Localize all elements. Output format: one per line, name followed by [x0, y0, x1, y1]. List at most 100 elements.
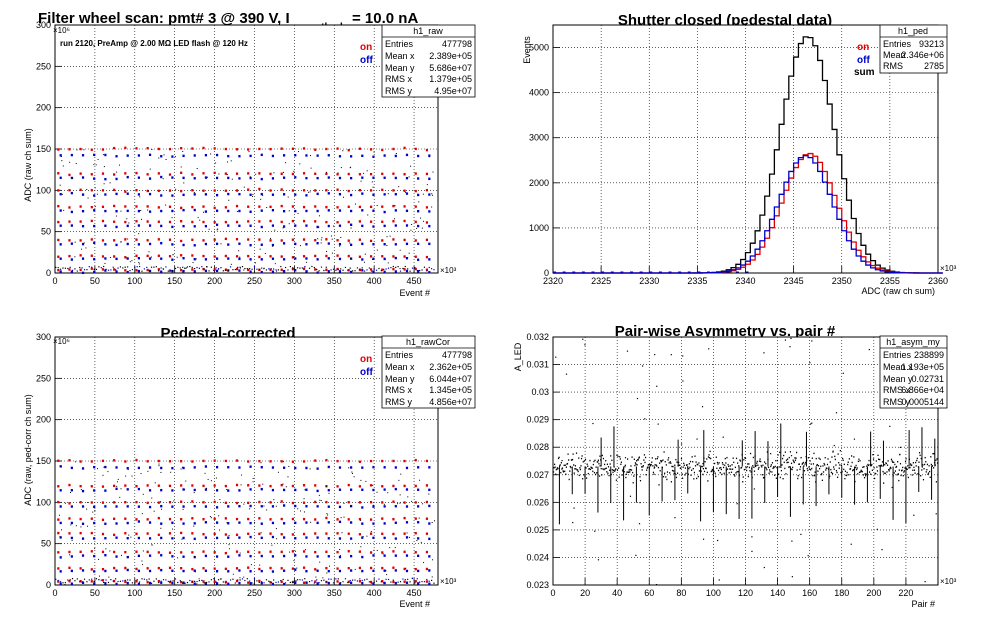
data-point	[895, 465, 898, 468]
data-point	[665, 476, 667, 478]
data-point	[398, 186, 400, 188]
data-point-off	[215, 582, 219, 585]
data-point-off	[59, 570, 62, 573]
data-point	[285, 486, 287, 488]
data-point	[875, 472, 877, 475]
data-point-off	[428, 154, 431, 157]
outlier-point	[674, 516, 676, 519]
data-point	[778, 473, 780, 475]
data-point-on	[302, 484, 306, 487]
data-point	[299, 267, 301, 269]
data-point	[891, 460, 893, 462]
data-point-off	[372, 225, 375, 228]
data-point-on	[113, 566, 116, 570]
data-point	[756, 462, 758, 464]
data-point	[183, 182, 185, 184]
data-point	[799, 468, 801, 471]
data-point	[717, 469, 720, 472]
data-point	[929, 476, 931, 478]
data-point-on	[403, 255, 406, 258]
data-point	[715, 475, 717, 478]
data-point-off	[215, 570, 219, 573]
data-point-on	[280, 580, 283, 583]
data-point	[428, 580, 430, 582]
data-point-off	[260, 192, 263, 196]
data-point	[555, 473, 557, 475]
data-point-on	[381, 459, 384, 463]
data-point	[556, 468, 558, 471]
data-point	[903, 471, 905, 473]
outlier-point	[811, 422, 813, 424]
data-point	[586, 463, 588, 465]
data-point	[879, 465, 881, 468]
data-point-off	[115, 270, 118, 273]
data-point	[731, 464, 733, 466]
data-point-off	[338, 176, 342, 180]
data-point	[732, 457, 734, 459]
outlier-point	[582, 338, 584, 340]
data-point	[765, 467, 767, 469]
data-point	[163, 154, 165, 156]
data-point-off	[305, 154, 308, 157]
data-point-on	[414, 567, 417, 571]
data-point-off	[338, 193, 342, 196]
data-point	[215, 581, 217, 583]
data-point-off	[193, 258, 196, 261]
data-point-off	[383, 176, 386, 179]
data-point	[361, 579, 363, 582]
data-point	[62, 267, 64, 269]
data-point	[120, 210, 122, 212]
data-point	[848, 474, 850, 476]
panel-raw: Filter wheel scan: pmt# 3 @ 390 V, I cat…	[23, 10, 476, 298]
data-point	[339, 549, 341, 551]
data-point-on	[101, 219, 105, 223]
data-point	[922, 464, 924, 466]
data-point-off	[70, 569, 73, 573]
data-point	[280, 265, 282, 268]
data-point	[385, 578, 387, 580]
outlier-point	[565, 373, 568, 375]
data-point	[612, 469, 615, 472]
data-point	[894, 463, 896, 466]
data-point	[194, 268, 196, 270]
data-point-off	[70, 536, 73, 540]
data-point	[292, 267, 294, 269]
data-point	[421, 269, 423, 271]
data-point	[813, 452, 815, 455]
data-point-off	[249, 270, 252, 273]
data-point	[64, 502, 66, 504]
data-point	[182, 271, 184, 273]
data-point	[837, 453, 839, 455]
data-point	[779, 451, 781, 454]
data-point-on	[68, 502, 71, 505]
data-point	[138, 233, 140, 235]
data-point-off	[104, 537, 107, 540]
data-point-off	[238, 209, 241, 213]
data-point	[613, 466, 615, 468]
data-point-off	[81, 505, 85, 508]
data-point-off	[160, 194, 163, 197]
data-point	[311, 265, 313, 268]
data-point	[363, 579, 366, 581]
data-point	[868, 471, 871, 473]
data-point-on	[90, 460, 93, 463]
data-point-on	[90, 189, 93, 192]
data-point-on	[101, 459, 105, 463]
data-point-on	[381, 205, 384, 208]
data-point	[371, 181, 373, 183]
data-point	[162, 268, 165, 270]
data-point	[231, 178, 233, 180]
data-point	[847, 463, 849, 466]
data-point-on	[202, 567, 205, 570]
data-point-on	[90, 485, 93, 488]
y-tick-label: 0.029	[526, 415, 549, 425]
outlier-point	[555, 356, 557, 358]
data-point-off	[294, 537, 297, 540]
data-point	[129, 579, 131, 581]
data-point-off	[193, 569, 196, 572]
data-point	[165, 579, 167, 581]
data-point-on	[124, 205, 127, 208]
data-point	[604, 467, 606, 470]
data-point	[366, 578, 368, 580]
data-point-on	[213, 517, 216, 520]
